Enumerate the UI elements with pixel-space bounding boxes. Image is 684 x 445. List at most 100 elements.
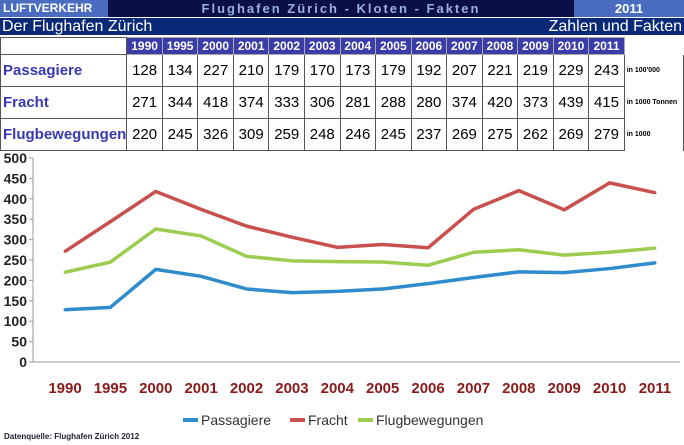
- data-point: [335, 260, 339, 264]
- unit-label: in 100'000: [623, 54, 684, 87]
- x-tick-label: 2004: [321, 380, 355, 397]
- table-cell: 373: [517, 86, 554, 119]
- table-cell: 170: [303, 54, 341, 87]
- data-point: [517, 248, 521, 252]
- table-cell: 326: [197, 118, 234, 151]
- table-cell: 243: [588, 54, 625, 87]
- data-point: [653, 191, 657, 195]
- table-row: Fracht 271 344 418 374 333 306 281 288 280 374 420 3…: [0, 86, 684, 119]
- y-tick-label: 500: [4, 150, 28, 166]
- series-line-fracht: [64, 181, 656, 253]
- data-point: [471, 250, 475, 254]
- data-point: [154, 189, 158, 193]
- data-point: [426, 246, 430, 250]
- table-cell: 237: [410, 118, 448, 151]
- unit-label: in 1000 Tonnen: [623, 86, 684, 119]
- table-cell: 220: [126, 118, 163, 151]
- table-cell: 210: [232, 54, 270, 87]
- data-point: [63, 249, 67, 253]
- table-cell: 179: [375, 54, 412, 87]
- series-line-passagiere: [64, 261, 656, 312]
- table-cell: 280: [410, 86, 448, 119]
- y-tick-label: 0: [19, 354, 27, 370]
- data-point: [381, 287, 385, 291]
- x-tick-label: 2001: [184, 380, 217, 397]
- table-row: Flugbewegungen 220 245 326 309 259 248 246 245 23…: [0, 118, 684, 151]
- data-point: [335, 289, 339, 293]
- year-header: 1990: [126, 37, 163, 55]
- table-cell: 279: [588, 118, 625, 151]
- year-header: 2001: [232, 37, 270, 55]
- data-point: [653, 246, 657, 250]
- x-tick-label: 2000: [139, 380, 172, 397]
- table-cell: 288: [375, 86, 412, 119]
- data-point: [290, 259, 294, 263]
- data-point: [199, 207, 203, 211]
- y-tick-label: 100: [4, 313, 28, 329]
- table-cell: 134: [161, 54, 199, 87]
- table-cell: 374: [232, 86, 270, 119]
- title-bar: Der Flughafen Zürich Zahlen und Fakten: [0, 17, 684, 35]
- row-label: Passagiere: [0, 54, 128, 87]
- data-table: 1990 1995 2000 2001 2002 2003 2004 2005 2006 2007…: [0, 37, 684, 151]
- data-point: [517, 270, 521, 274]
- y-tick-label: 200: [4, 272, 28, 288]
- year-header: 2010: [552, 37, 590, 55]
- year-header: 2008: [481, 37, 519, 55]
- data-point: [199, 234, 203, 238]
- y-tick-label: 400: [4, 191, 28, 207]
- legend-label: Flugbewegungen: [376, 412, 483, 428]
- table-cell: 262: [517, 118, 554, 151]
- table-cell: 227: [197, 54, 234, 87]
- page-subtitle: Zahlen und Fakten: [548, 18, 682, 35]
- table-cell: 374: [446, 86, 483, 119]
- table-cell: 128: [126, 54, 163, 87]
- data-point: [381, 242, 385, 246]
- x-tick-label: 2003: [275, 380, 308, 397]
- y-tick-label: 350: [4, 211, 28, 227]
- page-title: Der Flughafen Zürich: [2, 18, 153, 35]
- year-header: 2004: [339, 37, 377, 55]
- data-point: [245, 224, 249, 228]
- table-cell: 173: [339, 54, 377, 87]
- data-point: [608, 181, 612, 185]
- data-point: [562, 253, 566, 257]
- table-cell: 344: [161, 86, 199, 119]
- x-tick-label: 2009: [548, 380, 581, 397]
- table-cell: 269: [552, 118, 590, 151]
- data-point: [608, 267, 612, 271]
- x-tick-label: 1995: [94, 380, 127, 397]
- y-tick-label: 300: [4, 232, 28, 248]
- series-line-flugbewegungen: [64, 227, 656, 274]
- data-point: [245, 287, 249, 291]
- table-cell: 418: [197, 86, 234, 119]
- unit-header: [624, 37, 684, 55]
- year-label: 2011: [574, 0, 684, 17]
- unit-label: in 1000: [623, 118, 684, 151]
- year-header: 2011: [588, 37, 625, 55]
- table-cell: 246: [339, 118, 377, 151]
- year-header: 2007: [446, 37, 483, 55]
- data-point: [426, 282, 430, 286]
- year-header: 2002: [268, 37, 305, 55]
- x-tick-label: 2002: [230, 380, 263, 397]
- year-header: 2009: [517, 37, 554, 55]
- data-point: [517, 189, 521, 193]
- data-point: [608, 250, 612, 254]
- data-point: [653, 261, 657, 265]
- data-point: [335, 245, 339, 249]
- data-point: [562, 208, 566, 212]
- data-point: [562, 271, 566, 275]
- table-cell: 192: [410, 54, 448, 87]
- y-tick-label: 250: [4, 252, 28, 268]
- data-point: [245, 254, 249, 258]
- x-tick-label: 2006: [411, 380, 444, 397]
- data-point: [63, 270, 67, 274]
- table-cell: 179: [268, 54, 305, 87]
- section-label: LUFTVERKEHR: [0, 0, 108, 17]
- banner-title: Flughafen Zürich - Kloten - Fakten: [108, 0, 574, 17]
- data-point: [108, 260, 112, 264]
- table-cell: 439: [552, 86, 590, 119]
- x-tick-label: 2007: [457, 380, 490, 397]
- year-header: 2000: [197, 37, 234, 55]
